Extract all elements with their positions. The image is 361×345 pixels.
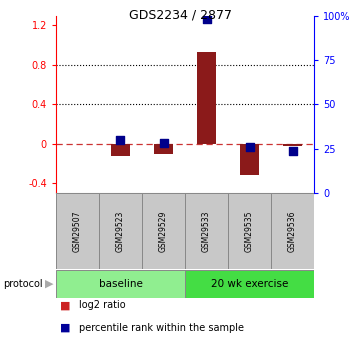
Text: ■: ■: [60, 323, 70, 333]
Text: log2 ratio: log2 ratio: [79, 300, 126, 310]
Text: GSM29507: GSM29507: [73, 210, 82, 252]
Bar: [111, 144, 130, 156]
Bar: [142, 193, 185, 269]
Text: 20 wk exercise: 20 wk exercise: [211, 279, 288, 289]
Text: protocol: protocol: [4, 279, 43, 289]
Bar: [56, 270, 185, 298]
Bar: [56, 193, 99, 269]
Point: [290, 148, 295, 153]
Bar: [240, 144, 259, 175]
Bar: [283, 144, 302, 146]
Text: GSM29529: GSM29529: [159, 210, 168, 252]
Point: [204, 16, 209, 22]
Text: percentile rank within the sample: percentile rank within the sample: [79, 323, 244, 333]
Point: [247, 144, 252, 150]
Bar: [99, 193, 142, 269]
Bar: [185, 193, 228, 269]
Text: GSM29523: GSM29523: [116, 210, 125, 252]
Text: GSM29533: GSM29533: [202, 210, 211, 252]
Text: baseline: baseline: [99, 279, 143, 289]
Bar: [154, 144, 173, 154]
Text: ■: ■: [60, 300, 70, 310]
Bar: [228, 193, 271, 269]
Text: GSM29536: GSM29536: [288, 210, 297, 252]
Point: [118, 137, 123, 143]
Bar: [197, 52, 216, 144]
Bar: [271, 193, 314, 269]
Text: ▶: ▶: [44, 279, 53, 289]
Bar: [185, 270, 314, 298]
Text: GDS2234 / 2877: GDS2234 / 2877: [129, 9, 232, 22]
Point: [161, 141, 166, 146]
Text: GSM29535: GSM29535: [245, 210, 254, 252]
